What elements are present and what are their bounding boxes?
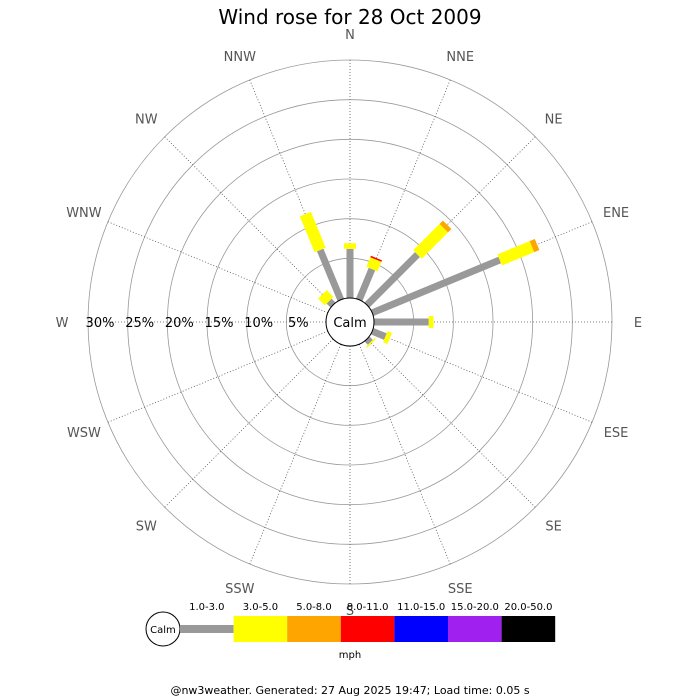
legend-label: 20.0-50.0 (504, 602, 552, 613)
grid-ring (206, 178, 494, 466)
grid-spoke (372, 330, 593, 423)
grid-ring (166, 138, 534, 506)
bar-segment (316, 248, 345, 302)
direction-label: ENE (603, 206, 629, 221)
bar-segment (370, 327, 387, 340)
bar-segment (318, 290, 334, 306)
grid-spoke (164, 338, 334, 508)
percent-labels: 5% 10% 15% 20% 25% 30% (86, 316, 309, 331)
bar-segment (497, 241, 535, 266)
bar-segment (383, 331, 393, 345)
percent-label: 5% (288, 316, 309, 331)
legend-swatch (501, 616, 556, 642)
legend-unit: mph (339, 650, 361, 661)
legend-swatch (287, 616, 341, 642)
percent-label: 30% (86, 316, 115, 331)
chart-title: Wind rose for 28 Oct 2009 (218, 5, 481, 29)
percent-label: 15% (205, 316, 234, 331)
percent-label: 25% (125, 316, 154, 331)
percent-label: 20% (165, 316, 194, 331)
grid-spoke (358, 344, 451, 565)
direction-label: NW (135, 112, 158, 127)
direction-label: N (345, 28, 355, 43)
direction-label: WSW (67, 426, 101, 441)
grid-spoke (366, 338, 536, 508)
bar-segment (370, 255, 383, 262)
bar-segment (299, 211, 326, 253)
legend-label: 3.0-5.0 (243, 602, 278, 613)
grid-ring (246, 218, 454, 426)
direction-label: W (56, 316, 69, 331)
legend-label: 5.0-8.0 (296, 602, 331, 613)
direction-label: SE (545, 520, 561, 535)
direction-label: E (634, 316, 642, 331)
legend-label: 11.0-15.0 (397, 602, 445, 613)
direction-label: NE (545, 112, 563, 127)
direction-label: SSW (225, 582, 255, 597)
bar-segment (364, 336, 373, 345)
bar-segment (364, 252, 420, 308)
legend-swatch (394, 616, 448, 642)
calm-label: Calm (333, 316, 366, 331)
legend-label: 15.0-20.0 (451, 602, 499, 613)
direction-label: S (346, 604, 354, 619)
direction-label: SSE (448, 582, 473, 597)
bar-segment (413, 223, 449, 259)
legend-label: 8.0-11.0 (347, 602, 389, 613)
legend-swatch (448, 616, 502, 642)
direction-label: NNE (446, 50, 474, 65)
legend-swatch (233, 616, 288, 642)
legend-swatch (340, 616, 395, 642)
direction-label: ESE (604, 426, 629, 441)
legend: Calm 1.0-3.0 3.0-5.0 5.0-8.0 8.0-11.0 11.0-1… (145, 602, 556, 661)
grid-spoke (164, 136, 334, 306)
bar-segment (366, 257, 382, 272)
percent-label: 10% (244, 316, 273, 331)
bar-segment (355, 267, 376, 302)
direction-label: NNW (224, 50, 256, 65)
grid-spoke (107, 330, 328, 423)
direction-labels: N NNE NE ENE E ESE SE SSE S SSW SW WSW W WNW NW NNW (56, 28, 643, 619)
calm-circle: Calm (325, 297, 375, 347)
legend-items: 1.0-3.0 3.0-5.0 5.0-8.0 8.0-11.0 11.0-15.0 15… (180, 602, 556, 642)
bar-segment (326, 298, 336, 308)
legend-swatch (180, 625, 234, 633)
legend-calm-label: Calm (150, 625, 176, 636)
direction-bars (299, 211, 540, 348)
bar-segment (366, 338, 376, 348)
bar-segment (370, 256, 502, 317)
grid-spoke (107, 221, 328, 314)
direction-label: SW (136, 520, 157, 535)
grid-spoke (249, 344, 342, 565)
bar-segment (439, 220, 452, 233)
footer-text: @nw3weather. Generated: 27 Aug 2025 19:4… (170, 684, 529, 697)
bar-segment (529, 238, 540, 253)
legend-label: 1.0-3.0 (189, 602, 224, 613)
direction-label: WNW (66, 206, 102, 221)
